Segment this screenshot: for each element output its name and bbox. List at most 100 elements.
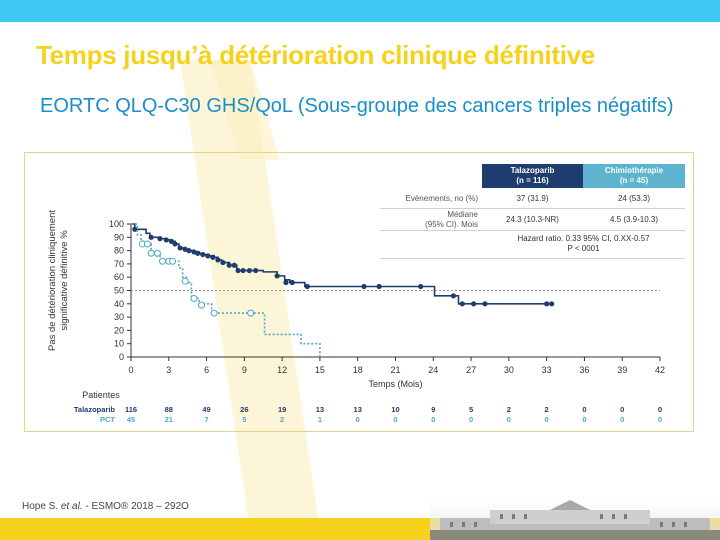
risk-table-count: 0 bbox=[469, 415, 473, 424]
events-chemo: 24 (53.3) bbox=[617, 194, 651, 203]
risk-table-count: 19 bbox=[278, 405, 286, 414]
censor-mark-pct bbox=[169, 257, 177, 265]
x-tick-label: 3 bbox=[166, 365, 171, 375]
header-talazoparib-n: (n = 116) bbox=[516, 176, 549, 185]
page-subtitle: EORTC QLQ-C30 GHS/QoL (Sous-groupe des c… bbox=[40, 95, 674, 117]
median-label-2: (95% CI). Mois bbox=[425, 220, 478, 229]
risk-table-label: Talazoparib bbox=[74, 405, 116, 414]
risk-table-count: 26 bbox=[240, 405, 248, 414]
censor-mark-talazoparib bbox=[459, 301, 465, 307]
x-tick-label: 21 bbox=[390, 365, 400, 375]
p-value: P < 0001 bbox=[567, 244, 600, 253]
censor-mark-talazoparib bbox=[157, 236, 163, 242]
x-tick-label: 18 bbox=[353, 365, 363, 375]
citation: Hope S. et al. - ESMO® 2018 – 292O bbox=[22, 501, 189, 512]
censor-mark-talazoparib bbox=[361, 283, 367, 290]
events-talazoparib: 37 (31.9) bbox=[516, 194, 549, 203]
series-line-pct bbox=[131, 223, 321, 357]
risk-table-count: 10 bbox=[391, 405, 399, 414]
x-tick-label: 15 bbox=[315, 365, 325, 375]
censor-mark-talazoparib bbox=[210, 254, 216, 260]
censor-mark-talazoparib bbox=[246, 267, 252, 274]
risk-table-count: 0 bbox=[356, 415, 360, 424]
risk-table-count: 116 bbox=[125, 405, 137, 414]
x-tick-label: 0 bbox=[128, 365, 133, 375]
censor-mark-talazoparib bbox=[549, 301, 555, 307]
risk-table-count: 13 bbox=[316, 405, 324, 414]
median-talazoparib: 24.3 (10.3-NR) bbox=[506, 215, 559, 224]
x-tick-label: 6 bbox=[204, 365, 209, 375]
censor-mark-pct bbox=[247, 309, 255, 317]
y-tick-label: 40 bbox=[114, 299, 124, 309]
citation-etal: et al. bbox=[60, 501, 83, 512]
chart-frame bbox=[24, 152, 694, 432]
risk-table-count: 0 bbox=[393, 415, 397, 424]
x-tick-label: 9 bbox=[242, 365, 247, 375]
risk-table-count: 0 bbox=[582, 405, 586, 414]
x-tick-label: 30 bbox=[504, 365, 514, 375]
censor-mark-pct bbox=[158, 257, 166, 265]
censor-mark-pct bbox=[198, 301, 206, 309]
censor-mark-talazoparib bbox=[200, 251, 206, 258]
x-tick-label: 39 bbox=[617, 365, 627, 375]
median-chemo: 4.5 (3.9-10.3) bbox=[609, 215, 659, 224]
censor-mark-talazoparib bbox=[195, 250, 201, 256]
censor-mark-talazoparib bbox=[186, 248, 192, 254]
risk-table-count: 45 bbox=[127, 415, 135, 424]
risk-table-count: 0 bbox=[658, 405, 662, 414]
risk-table-count: 2 bbox=[507, 405, 511, 414]
events-label: Evènements, no (%) bbox=[405, 194, 478, 203]
censor-mark-talazoparib bbox=[274, 273, 280, 279]
x-tick-label: 33 bbox=[542, 365, 552, 375]
risk-table-count: 88 bbox=[165, 405, 173, 414]
x-axis-label: Temps (Mois) bbox=[368, 379, 422, 389]
censor-mark-talazoparib bbox=[132, 226, 138, 232]
top-band bbox=[0, 0, 720, 22]
risk-table-count: 0 bbox=[431, 415, 435, 424]
censor-mark-talazoparib bbox=[235, 267, 241, 274]
risk-table-count: 0 bbox=[582, 415, 586, 424]
risk-table-count: 5 bbox=[242, 415, 246, 424]
y-tick-label: 100 bbox=[109, 219, 124, 229]
risk-table-count: 0 bbox=[545, 415, 549, 424]
censor-mark-talazoparib bbox=[177, 245, 183, 251]
risk-table-count: 0 bbox=[620, 415, 624, 424]
risk-table-count: 0 bbox=[620, 405, 624, 414]
censor-mark-talazoparib bbox=[544, 301, 550, 307]
censor-mark-pct bbox=[143, 240, 151, 248]
censor-mark-talazoparib bbox=[470, 301, 477, 307]
censor-mark-talazoparib bbox=[304, 283, 310, 290]
risk-table-header: Patientes bbox=[82, 390, 120, 400]
censor-mark-talazoparib bbox=[376, 283, 382, 290]
table-row-hazard: Hazard ratio. 0.33 95% CI, 0.XX-0.57 P <… bbox=[380, 230, 685, 259]
censor-mark-talazoparib bbox=[205, 253, 211, 259]
risk-table-count: 0 bbox=[658, 415, 662, 424]
risk-table-count: 1 bbox=[318, 415, 322, 424]
citation-source: - ESMO® 2018 – 292O bbox=[82, 501, 189, 512]
censor-mark-talazoparib bbox=[215, 257, 221, 263]
y-tick-label: 10 bbox=[114, 339, 124, 349]
table-header-talazoparib: Talazoparib (n = 116) bbox=[482, 164, 583, 188]
risk-table-count: 2 bbox=[545, 405, 549, 414]
table-row-median: Médiane (95% CI). Mois 24.3 (10.3-NR) 4.… bbox=[380, 208, 685, 231]
citation-authors: Hope S. bbox=[22, 501, 61, 512]
x-tick-label: 24 bbox=[428, 365, 438, 375]
y-tick-label: 70 bbox=[114, 259, 124, 269]
risk-table-count: 21 bbox=[165, 415, 173, 424]
table-row-events: Evènements, no (%) 37 (31.9) 24 (53.3) bbox=[380, 188, 685, 209]
table-header-chemo: Chimiothérapie (n = 45) bbox=[583, 164, 685, 188]
censor-mark-pct bbox=[190, 294, 198, 302]
censor-mark-pct bbox=[153, 249, 161, 257]
risk-table-count: 5 bbox=[469, 405, 473, 414]
censor-mark-talazoparib bbox=[253, 267, 259, 274]
censor-mark-talazoparib bbox=[418, 283, 424, 290]
risk-table-count: 13 bbox=[354, 405, 362, 414]
x-tick-label: 42 bbox=[655, 365, 665, 375]
risk-table-count: 7 bbox=[204, 415, 208, 424]
y-tick-label: 0 bbox=[119, 352, 124, 362]
censor-mark-talazoparib bbox=[231, 262, 237, 268]
risk-table-label: PCT bbox=[100, 415, 115, 424]
hazard-ratio: Hazard ratio. 0.33 95% CI, 0.XX-0.57 bbox=[517, 234, 650, 243]
risk-table-count: 49 bbox=[202, 405, 210, 414]
